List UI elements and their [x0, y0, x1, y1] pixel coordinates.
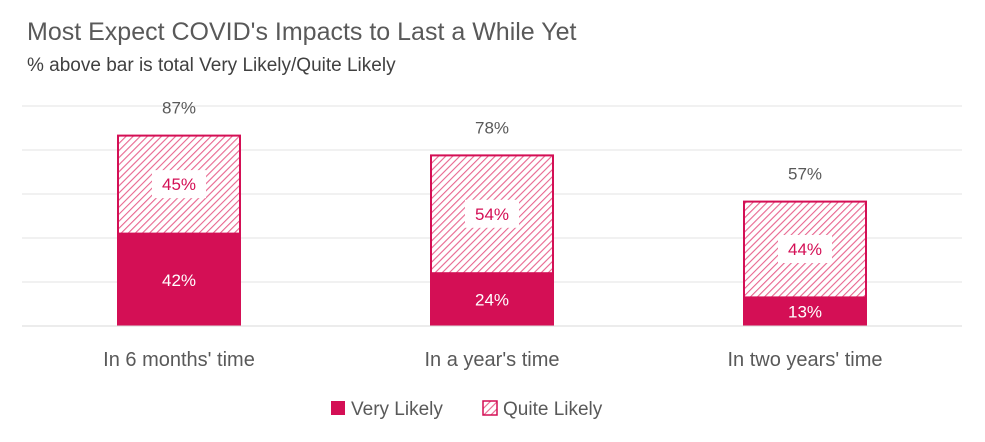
legend-item-quite-likely: Quite Likely — [482, 399, 603, 420]
data-label-quite-likely-text: 44% — [788, 240, 822, 259]
data-label-quite-likely-text: 45% — [162, 175, 196, 194]
data-label-very-likely: 13% — [788, 303, 822, 322]
chart-title: Most Expect COVID's Impacts to Last a Wh… — [27, 18, 577, 46]
legend-item-very-likely: Very Likely — [331, 399, 443, 420]
legend-swatch-very-likely — [331, 401, 345, 415]
bar-very-likely — [743, 297, 867, 326]
total-label: 57% — [788, 165, 822, 184]
x-axis: In 6 months' time In a year's time In two … — [22, 325, 962, 371]
bar-very-likely — [430, 273, 554, 326]
data-label-quite-likely-text: 54% — [475, 205, 509, 224]
total-label: 87% — [162, 99, 196, 118]
x-tick-label: In 6 months' time — [103, 349, 255, 371]
data-label-quite-likely: 45% — [152, 170, 206, 199]
x-tick-label: In a year's time — [425, 349, 560, 371]
data-label-background — [152, 170, 206, 199]
data-label-very-likely: 24% — [475, 291, 509, 310]
data-label-quite-likely: 54% — [465, 199, 519, 228]
legend-label-quite-likely: Quite Likely — [503, 399, 603, 420]
legend-label-very-likely: Very Likely — [351, 399, 443, 420]
legend: Very Likely Quite Likely — [331, 399, 603, 420]
data-label-very-likely: 42% — [162, 271, 196, 290]
chart-subtitle: % above bar is total Very Likely/Quite L… — [27, 55, 396, 76]
data-label-background — [778, 235, 832, 263]
x-tick-label: In two years' time — [728, 349, 883, 371]
data-label-background — [465, 199, 519, 228]
total-label: 78% — [475, 118, 509, 137]
legend-swatch-quite-likely — [482, 400, 498, 416]
data-label-quite-likely: 44% — [778, 235, 832, 263]
data-labels: 42% 45% 87% 24% 54% 78% 13% 44% 57% — [152, 99, 832, 322]
bar-very-likely — [117, 233, 241, 326]
bar-quite-likely — [117, 134, 241, 235]
